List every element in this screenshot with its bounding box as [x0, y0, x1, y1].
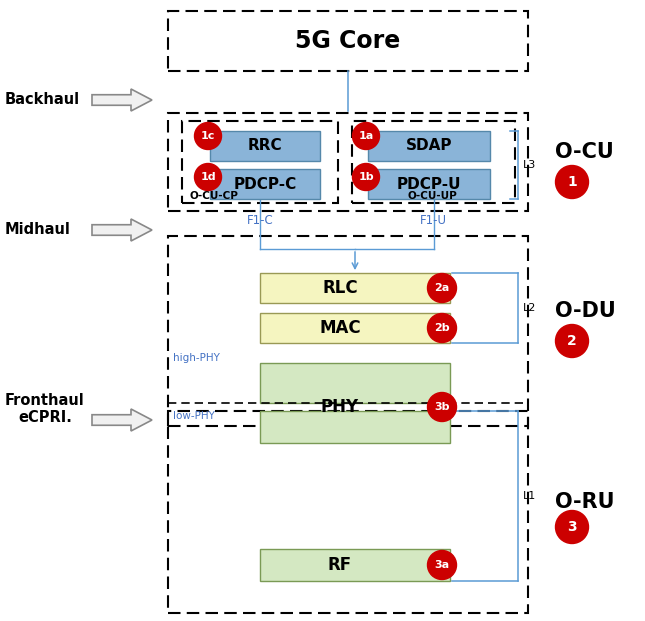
Polygon shape [92, 219, 152, 241]
Text: 1c: 1c [201, 131, 215, 141]
Text: low-PHY: low-PHY [173, 411, 215, 421]
Circle shape [353, 122, 379, 150]
Text: L3: L3 [523, 160, 536, 170]
Polygon shape [92, 409, 152, 431]
Text: Backhaul: Backhaul [5, 91, 80, 106]
Text: RF: RF [328, 556, 352, 574]
Bar [210, 131, 320, 161]
Text: SDAP: SDAP [406, 138, 452, 153]
Text: 5G Core: 5G Core [295, 29, 401, 53]
Text: 2b: 2b [434, 323, 450, 333]
Circle shape [428, 550, 457, 579]
Bar [368, 131, 490, 161]
Circle shape [428, 314, 457, 343]
Bar [260, 549, 450, 581]
Circle shape [428, 273, 457, 302]
Circle shape [555, 166, 588, 199]
Bar [260, 411, 450, 443]
Bar [352, 121, 515, 203]
Text: high-PHY: high-PHY [173, 353, 220, 363]
Bar [168, 113, 528, 211]
Text: MAC: MAC [319, 319, 361, 337]
Bar [210, 169, 320, 199]
Circle shape [195, 163, 221, 191]
Text: RRC: RRC [248, 138, 283, 153]
Text: RLC: RLC [322, 279, 358, 297]
Text: 3: 3 [567, 520, 577, 534]
Text: 1d: 1d [200, 172, 216, 182]
Text: 2: 2 [567, 334, 577, 348]
Text: 1b: 1b [358, 172, 374, 182]
Text: F1-C: F1-C [246, 214, 273, 227]
Text: PDCP-U: PDCP-U [397, 176, 461, 191]
Bar [260, 273, 450, 303]
Text: 1: 1 [567, 175, 577, 189]
Text: 3b: 3b [434, 402, 450, 412]
Bar [182, 121, 338, 203]
Text: 2a: 2a [434, 283, 450, 293]
Text: Midhaul: Midhaul [5, 222, 71, 237]
Bar [260, 313, 450, 343]
Circle shape [555, 325, 588, 358]
Text: PDCP-C: PDCP-C [233, 176, 297, 191]
Text: PHY: PHY [321, 398, 359, 416]
Circle shape [195, 122, 221, 150]
Text: O-CU: O-CU [555, 142, 614, 162]
Text: 1a: 1a [359, 131, 373, 141]
Bar [168, 11, 528, 71]
Text: L1: L1 [523, 491, 536, 501]
Polygon shape [92, 89, 152, 111]
Circle shape [555, 510, 588, 543]
Text: 3a: 3a [435, 560, 450, 570]
Bar [260, 363, 450, 403]
Text: L2: L2 [523, 303, 537, 313]
Circle shape [353, 163, 379, 191]
Bar [368, 169, 490, 199]
Text: O-RU: O-RU [555, 492, 615, 512]
Text: Fronthaul
eCPRI.: Fronthaul eCPRI. [5, 393, 84, 425]
Bar [168, 411, 528, 613]
Text: O-DU: O-DU [555, 301, 616, 321]
Circle shape [428, 392, 457, 422]
Bar [168, 236, 528, 426]
Text: F1-U: F1-U [420, 214, 447, 227]
Text: O-CU-CP: O-CU-CP [190, 191, 239, 201]
Text: O-CU-UP: O-CU-UP [407, 191, 457, 201]
